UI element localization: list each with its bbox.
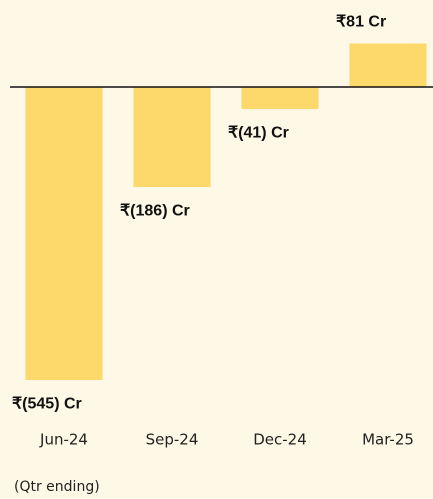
x-tick-label: Mar-25	[362, 431, 414, 449]
x-tick-label: Jun-24	[39, 431, 88, 449]
value-label: ₹81 Cr	[336, 14, 386, 31]
x-tick-label: Dec-24	[253, 431, 307, 449]
x-axis-label: (Qtr ending)	[14, 479, 100, 495]
value-label: ₹(545) Cr	[12, 395, 82, 412]
bar	[241, 87, 319, 110]
bar	[349, 43, 427, 88]
x-tick-label: Sep-24	[146, 431, 199, 449]
bar	[133, 87, 211, 188]
bar	[25, 87, 103, 381]
value-label: ₹(186) Cr	[120, 202, 190, 219]
value-label: ₹(41) Cr	[228, 124, 289, 141]
